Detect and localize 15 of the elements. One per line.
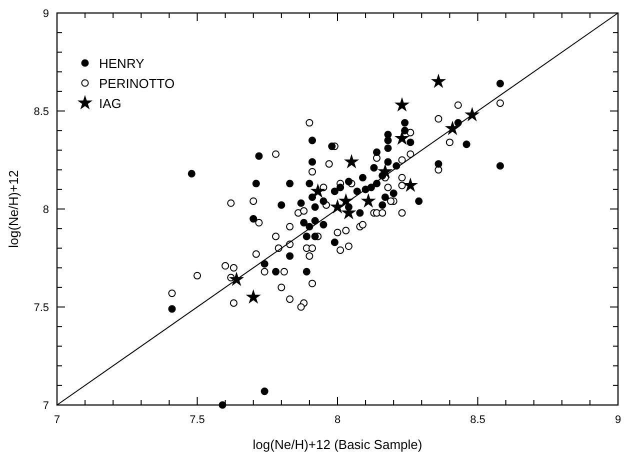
y-tick-label: 7.5 [34,302,49,314]
y-axis-title: log(Ne/H)+12 [6,170,21,248]
x-tick-label: 7 [54,414,60,426]
y-tick-label: 8.5 [34,106,49,118]
x-tick-label: 9 [614,414,622,426]
x-tick-label: 7.5 [190,414,205,426]
legend-label: PERINOTTO [99,76,175,91]
legend-label: HENRY [99,56,145,71]
x-tick-label: 8.5 [470,414,486,426]
x-axis-title: log(Ne/H)+12 (Basic Sample) [252,437,422,452]
legend-label: IAG [99,96,122,111]
y-tick-label: 8 [42,204,49,216]
y-tick-label: 9 [42,8,49,20]
y-tick-label: 7 [42,400,49,412]
x-tick-label: 8 [334,414,341,426]
